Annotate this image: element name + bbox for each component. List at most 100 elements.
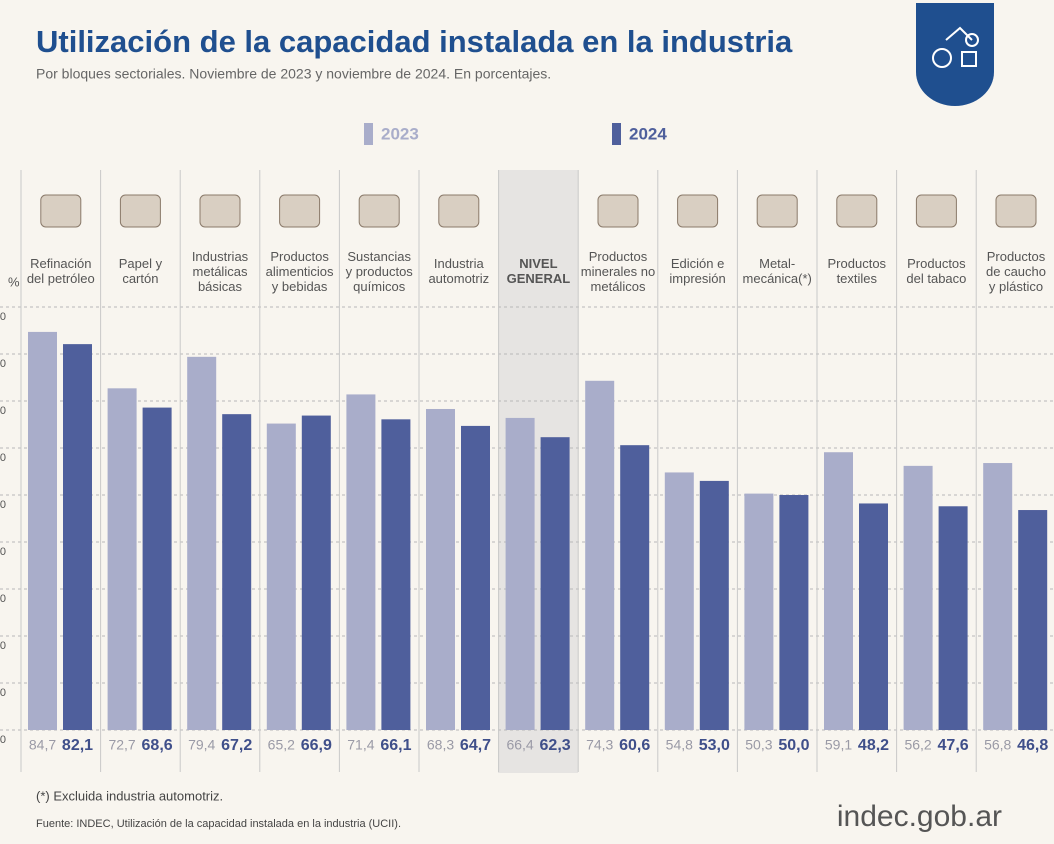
category-icon — [597, 194, 639, 228]
category-icon — [756, 194, 798, 228]
category-icon — [279, 194, 321, 228]
logo-badge — [916, 3, 994, 106]
bar — [620, 445, 650, 730]
category-icon — [995, 194, 1037, 228]
category-icon — [358, 194, 400, 228]
x-tick-label: Productos alimenticios y bebidas — [266, 249, 334, 294]
logo-icon — [932, 26, 979, 68]
value-label: 84,7 — [29, 737, 56, 753]
value-label: 82,1 — [62, 737, 93, 754]
y-tick-label: 20 — [0, 640, 6, 652]
x-tick-label: Productos de caucho y plástico — [986, 249, 1046, 294]
value-label: 47,6 — [938, 737, 969, 754]
bar — [585, 380, 615, 730]
value-label: 50,0 — [778, 737, 809, 754]
value-label: 74,3 — [586, 737, 613, 753]
value-label: 53,0 — [699, 737, 730, 754]
x-tick-label: NIVEL GENERAL — [507, 256, 571, 286]
chart-title: Utilización de la capacidad instalada en… — [36, 24, 793, 59]
bar — [938, 506, 968, 730]
x-tick-label: Productos del tabaco — [906, 256, 966, 286]
value-label: 56,8 — [984, 737, 1011, 753]
bar — [824, 452, 853, 730]
y-tick-label: 40 — [0, 546, 6, 558]
source: Fuente: INDEC, Utilización de la capacid… — [36, 818, 401, 830]
value-label: 48,2 — [858, 737, 889, 754]
value-label: 62,3 — [540, 737, 571, 754]
value-label: 59,1 — [825, 737, 852, 753]
value-label: 54,8 — [666, 737, 693, 753]
y-tick-label: 60 — [0, 452, 6, 464]
y-tick-label: 80 — [0, 358, 6, 370]
x-tick-label: Productos textiles — [828, 256, 887, 286]
value-label: 46,8 — [1017, 737, 1048, 754]
value-label: 66,9 — [301, 737, 332, 754]
value-label: 68,3 — [427, 737, 454, 753]
bar — [187, 356, 217, 730]
bar — [381, 419, 411, 730]
bar — [903, 465, 933, 730]
x-tick-label: Refinación del petróleo — [27, 256, 95, 286]
value-label: 79,4 — [188, 737, 215, 753]
x-tick-label: Industrias metálicas básicas — [192, 249, 249, 294]
value-label: 72,7 — [108, 737, 135, 753]
y-tick-label: 30 — [0, 593, 6, 605]
category-icon — [119, 194, 161, 228]
bar — [699, 480, 729, 730]
chart-subtitle: Por bloques sectoriales. Noviembre de 20… — [36, 66, 551, 82]
y-tick-label: 0 — [0, 734, 6, 746]
x-tick-label: Papel y cartón — [119, 256, 163, 286]
bar — [859, 503, 888, 730]
category-icon — [677, 194, 719, 228]
bar — [142, 407, 172, 730]
bar — [744, 493, 774, 730]
brand: indec.gob.ar — [837, 800, 1002, 833]
bar — [426, 408, 455, 730]
value-label: 68,6 — [142, 737, 173, 754]
legend-label: 2024 — [629, 124, 667, 143]
x-tick-label: Edición e impresión — [669, 256, 725, 286]
legend-swatch — [612, 123, 621, 145]
bar — [107, 388, 137, 730]
x-tick-label: Metal-mecánica(*) — [743, 256, 812, 286]
legend-swatch — [364, 123, 373, 145]
y-tick-label: 10 — [0, 687, 6, 699]
category-icon — [199, 194, 241, 228]
bar — [983, 463, 1013, 730]
y-tick-label: 70 — [0, 405, 6, 417]
value-label: 56,2 — [904, 737, 931, 753]
bar — [63, 344, 92, 730]
x-tick-label: Productos minerales no metálicos — [581, 249, 655, 294]
value-label: 65,2 — [268, 737, 295, 753]
bar — [28, 331, 57, 730]
value-label: 64,7 — [460, 737, 491, 754]
x-tick-label: Sustancias y productos químicos — [346, 249, 414, 294]
bar — [505, 417, 535, 730]
value-label: 71,4 — [347, 737, 374, 753]
y-axis-label: % — [8, 274, 20, 289]
category-icon — [40, 194, 82, 228]
category-icon — [836, 194, 878, 228]
footnote: (*) Excluida industria automotriz. — [36, 788, 223, 803]
value-label: 67,2 — [221, 737, 252, 754]
bar — [664, 472, 694, 730]
y-tick-label: 50 — [0, 499, 6, 511]
bar — [266, 423, 296, 730]
legend-label: 2023 — [381, 124, 419, 143]
bar — [346, 394, 376, 730]
category-icon — [915, 194, 957, 228]
value-label: 50,3 — [745, 737, 772, 753]
bar — [779, 495, 809, 730]
bar — [301, 415, 331, 730]
category-icon — [438, 194, 480, 228]
bar — [461, 425, 490, 730]
y-tick-label: 90 — [0, 311, 6, 323]
x-tick-label: Industria automotriz — [428, 256, 489, 286]
value-label: 60,6 — [619, 737, 650, 754]
value-label: 66,4 — [506, 737, 533, 753]
bar — [540, 437, 570, 730]
bar — [222, 414, 252, 730]
value-label: 66,1 — [380, 737, 411, 754]
